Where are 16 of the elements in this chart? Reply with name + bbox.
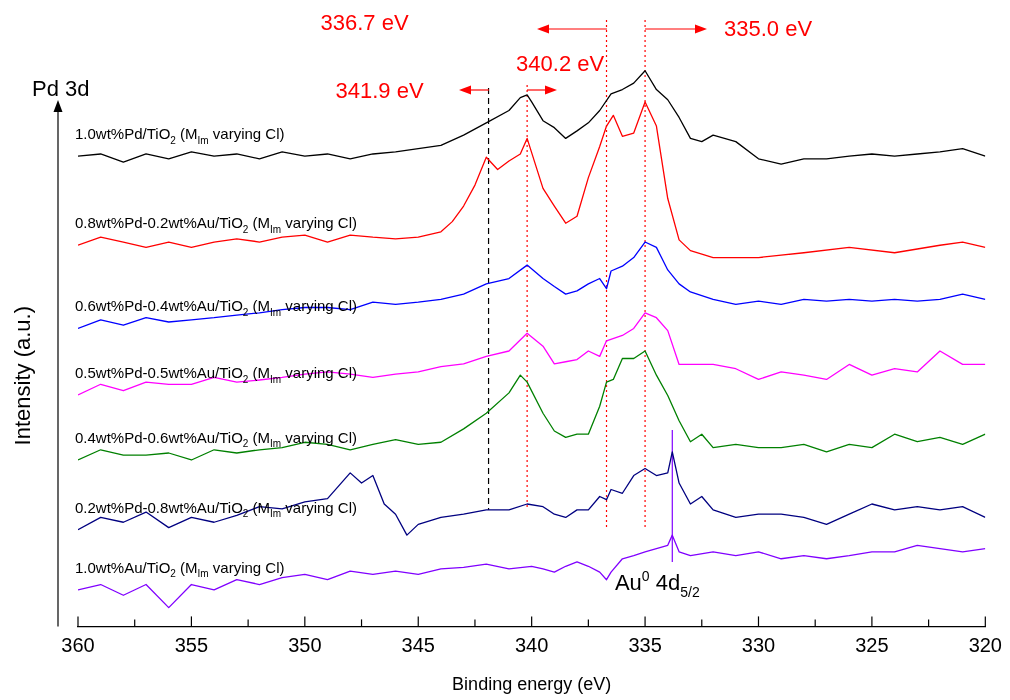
ref-line-label: 336.7 eV [320, 10, 409, 35]
x-tick-label: 330 [741, 633, 776, 656]
x-tick-label: 350 [288, 633, 322, 656]
ref-line-label: 340.2 eV [516, 51, 605, 76]
ref-line-label: 335.0 eV [724, 16, 813, 41]
x-axis-title: Binding energy (eV) [452, 674, 612, 695]
x-tick-label: 340 [514, 633, 549, 656]
x-tick-label: 355 [174, 633, 209, 656]
x-tick-label: 360 [61, 633, 95, 656]
ref-line-label: 341.9 eV [335, 78, 424, 103]
x-tick-label: 320 [968, 633, 1002, 656]
x-tick-label: 345 [401, 633, 435, 656]
y-axis-title: Intensity (a.u.) [10, 306, 35, 446]
x-tick-label: 325 [855, 633, 889, 656]
annotation: Pd 3d [32, 76, 90, 101]
x-tick-label: 335 [628, 633, 662, 656]
